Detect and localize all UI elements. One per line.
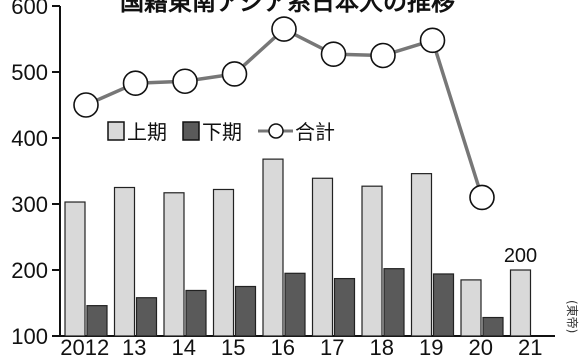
bar-second-half <box>185 289 207 337</box>
bar-first-half <box>410 173 433 337</box>
x-tick-label: 15 <box>221 335 245 358</box>
x-tick-label: 19 <box>419 335 443 358</box>
x-tick-label: 16 <box>271 335 295 358</box>
x-tick-label: 21 <box>518 335 542 358</box>
bar-first-half <box>212 188 235 337</box>
y-tick-labels: 600 500 400 300 200 100 <box>11 0 60 349</box>
y-tick-label: 500 <box>11 60 48 85</box>
y-tick-label: 400 <box>11 126 48 151</box>
bar-first-half <box>64 201 86 337</box>
total-line-path <box>85 26 484 198</box>
bar-first-half <box>509 269 532 337</box>
y-tick-label: 100 <box>11 324 48 349</box>
data-labels: 200 <box>504 245 537 267</box>
bar-first-half <box>262 158 284 337</box>
bar-first-half <box>163 192 185 337</box>
x-tick-label: 17 <box>320 335 344 358</box>
total-marker <box>370 42 396 69</box>
legend: 上期 下期 合計 <box>107 120 335 144</box>
x-tick-label: 20 <box>469 335 493 358</box>
total-marker <box>73 92 99 118</box>
bar-second-half <box>234 285 257 337</box>
total-marker <box>469 184 495 211</box>
total-marker <box>221 61 248 87</box>
bar-first-half <box>311 177 334 337</box>
bar-second-half <box>383 268 405 337</box>
legend-swatch-second-half <box>182 121 200 141</box>
total-marker <box>172 68 198 95</box>
y-tick-label: 300 <box>11 192 48 217</box>
legend-label-second-half: 下期 <box>202 120 242 144</box>
bar-second-half <box>135 297 158 337</box>
chart-title: 国籍東南アジア系日本人の推移 <box>120 0 455 16</box>
data-label: 200 <box>504 245 537 267</box>
bar-second-half <box>284 272 306 337</box>
x-tick-labels: 2012 13 14 15 16 17 18 19 20 21 <box>60 335 542 358</box>
legend-swatch-first-half <box>107 121 125 141</box>
bar-second-half <box>482 316 504 337</box>
total-line <box>73 16 495 211</box>
bar-first-half <box>460 279 482 337</box>
y-tick-label: 200 <box>11 258 48 283</box>
total-marker <box>320 41 347 67</box>
bar-first-half <box>113 186 136 337</box>
total-marker <box>419 27 446 54</box>
x-tick-label: 18 <box>370 335 394 358</box>
x-tick-label: 13 <box>122 335 146 358</box>
unit-note: (東帝) <box>565 300 580 333</box>
total-marker <box>271 16 297 42</box>
y-tick-label: 600 <box>11 0 48 19</box>
bar-second-half <box>86 305 108 337</box>
bar-second-half <box>432 273 455 337</box>
legend-marker-total <box>268 123 284 139</box>
total-marker <box>122 70 149 97</box>
x-tick-label: 2012 <box>60 335 109 358</box>
x-tick-label: 14 <box>172 335 196 358</box>
legend-label-total: 合計 <box>295 120 335 144</box>
bars <box>64 158 532 337</box>
bar-first-half <box>361 185 383 337</box>
bar-second-half <box>333 277 356 337</box>
legend-label-first-half: 上期 <box>127 120 167 144</box>
